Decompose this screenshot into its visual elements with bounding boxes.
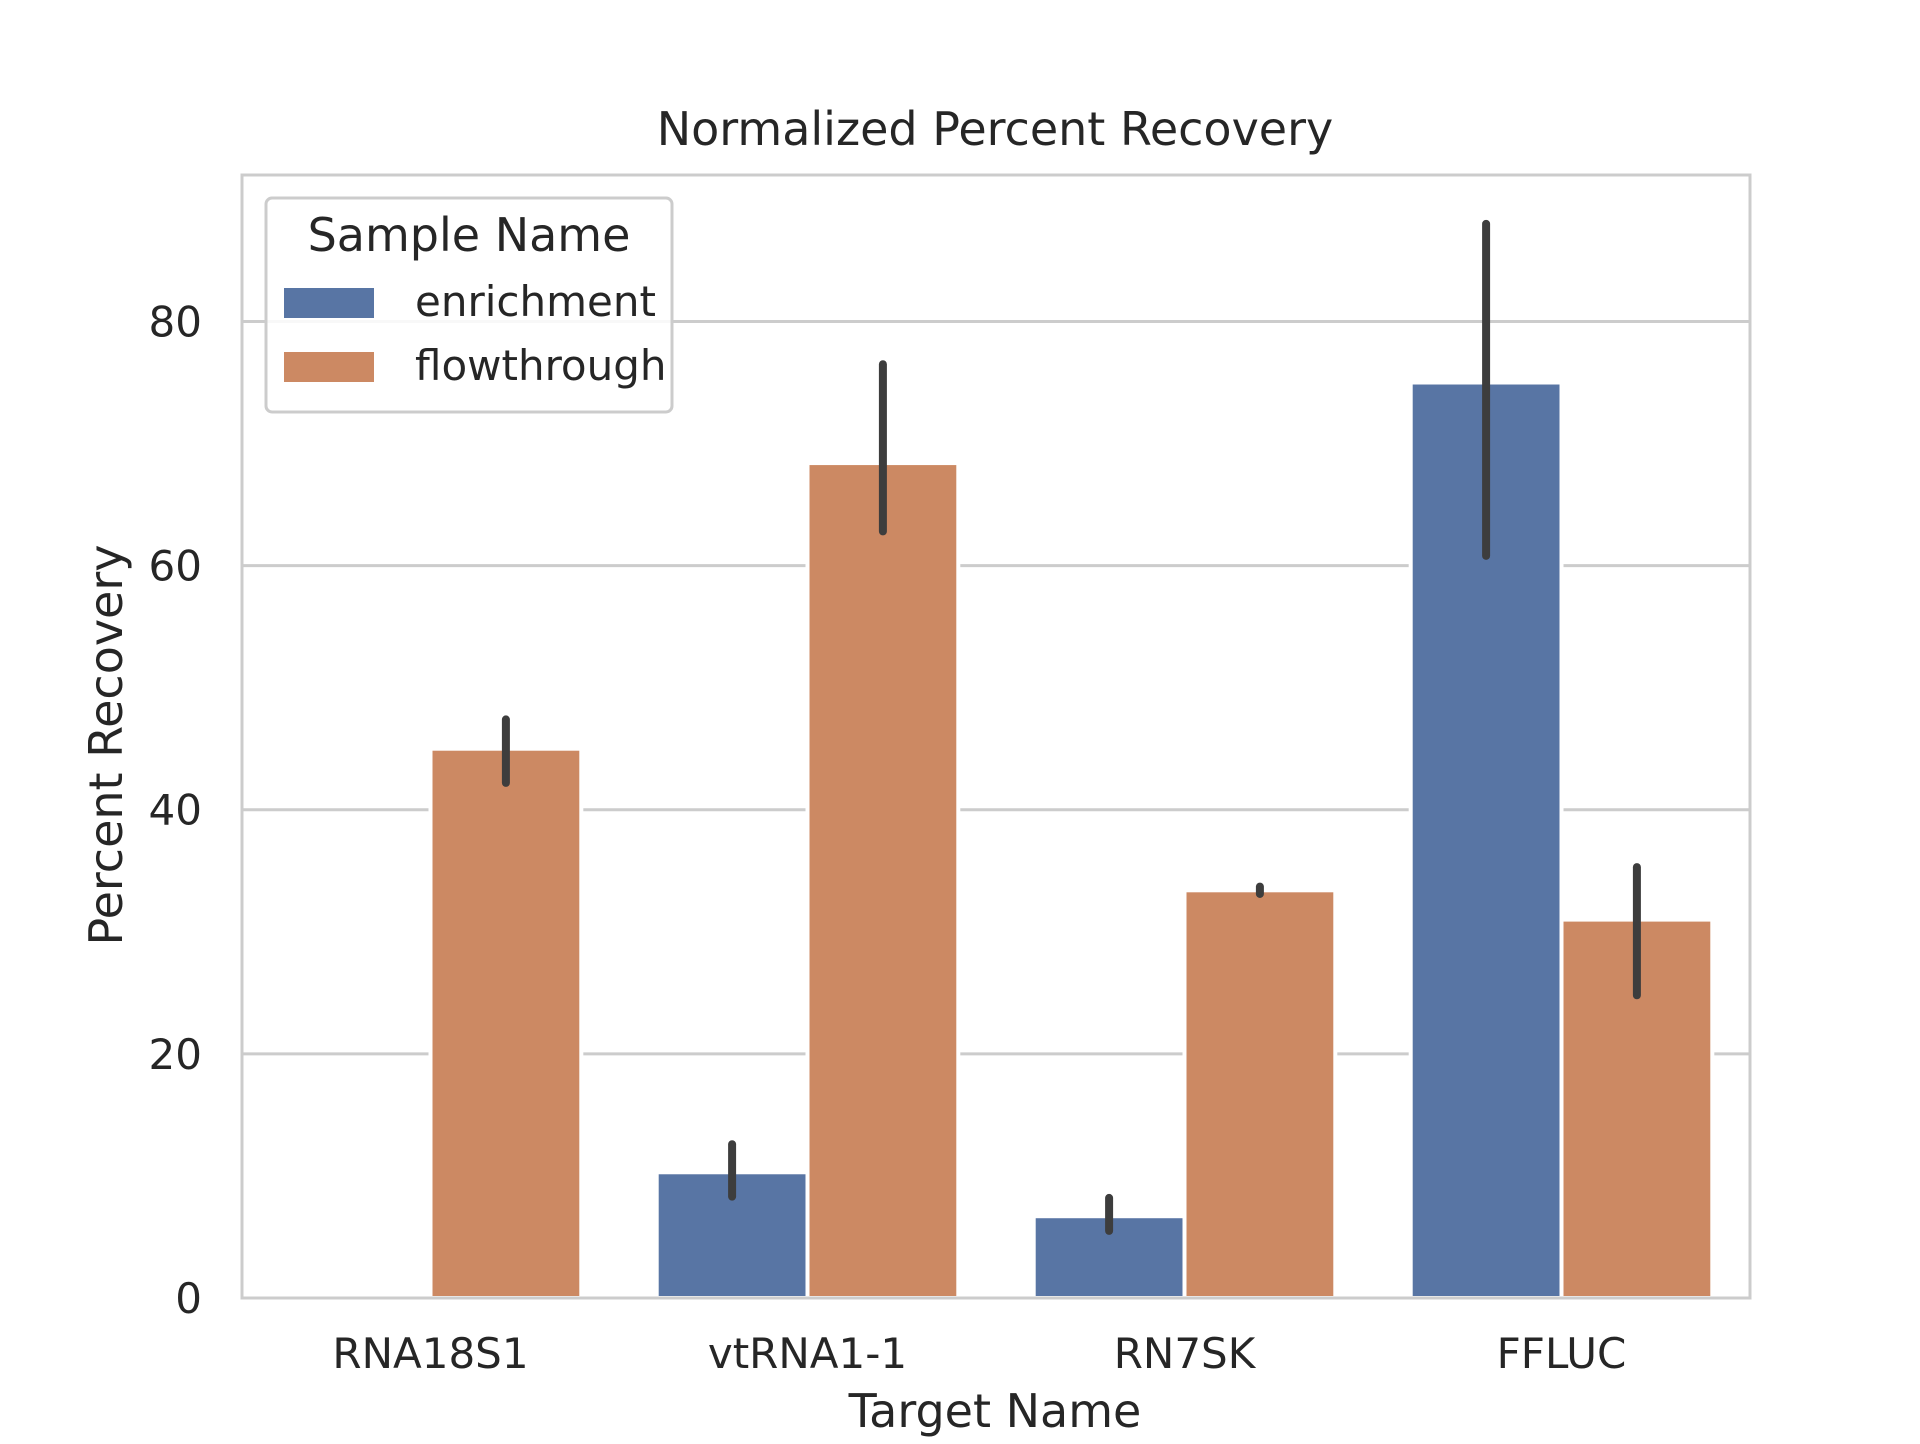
y-tick-label-80: 80: [149, 297, 202, 346]
bar-flowthrough-1: [805, 461, 961, 1300]
bar-flowthrough-0: [428, 746, 584, 1300]
x-tick-label-2: RN7SK: [1114, 1329, 1257, 1378]
y-tick-labels: 0 20 40 60 80: [149, 297, 202, 1323]
bars: [428, 380, 1715, 1301]
legend: Sample Name enrichment flowthrough: [264, 196, 674, 414]
legend-swatch-enrichment: [284, 288, 374, 318]
legend-items: enrichment flowthrough: [284, 277, 667, 390]
x-tick-label-3: FFLUC: [1497, 1329, 1627, 1378]
legend-label-flowthrough: flowthrough: [415, 341, 667, 390]
x-tick-labels: RNA18S1 vtRNA1-1 RN7SK FFLUC: [332, 1329, 1626, 1378]
chart-title: Normalized Percent Recovery: [657, 102, 1333, 156]
plot-frame: [240, 173, 1752, 1300]
legend-label-enrichment: enrichment: [415, 277, 656, 326]
y-tick-label-60: 60: [149, 542, 202, 591]
legend-swatch-flowthrough: [284, 352, 374, 382]
legend-title: Sample Name: [308, 208, 631, 262]
bar-flowthrough-2: [1182, 888, 1338, 1300]
error-bars: [501, 219, 1641, 1235]
x-axis-title: Target Name: [848, 1384, 1142, 1438]
y-tick-label-40: 40: [149, 786, 202, 835]
x-tick-label-0: RNA18S1: [332, 1329, 528, 1378]
y-axis-title: Percent Recovery: [79, 545, 133, 946]
y-tick-label-0: 0: [175, 1274, 202, 1323]
y-tick-label-20: 20: [149, 1030, 202, 1079]
x-tick-label-1: vtRNA1-1: [708, 1329, 907, 1378]
